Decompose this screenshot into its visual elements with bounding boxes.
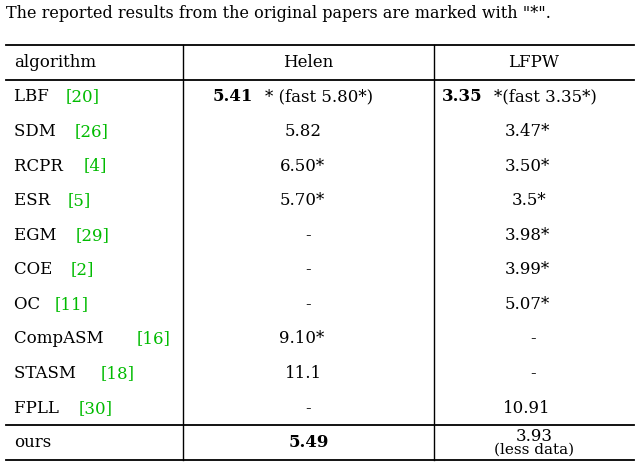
Text: RCPR: RCPR bbox=[14, 158, 68, 175]
Text: *(fast 3.35*): *(fast 3.35*) bbox=[494, 88, 596, 105]
Text: algorithm: algorithm bbox=[14, 54, 96, 71]
Text: 3.47*: 3.47* bbox=[505, 123, 550, 140]
Text: Helen: Helen bbox=[284, 54, 333, 71]
Text: -: - bbox=[305, 296, 310, 313]
Text: [20]: [20] bbox=[66, 88, 100, 105]
Text: 3.50*: 3.50* bbox=[505, 158, 550, 175]
Text: -: - bbox=[531, 330, 536, 347]
Text: [29]: [29] bbox=[76, 227, 109, 244]
Text: SDM: SDM bbox=[14, 123, 61, 140]
Text: 5.70*: 5.70* bbox=[279, 192, 324, 209]
Text: 5.41: 5.41 bbox=[212, 88, 253, 105]
Text: -: - bbox=[305, 400, 310, 417]
Text: [5]: [5] bbox=[67, 192, 91, 209]
Text: EGM: EGM bbox=[14, 227, 61, 244]
Text: * (fast 5.80*): * (fast 5.80*) bbox=[265, 88, 373, 105]
Text: LFPW: LFPW bbox=[509, 54, 559, 71]
Text: COE: COE bbox=[14, 261, 58, 278]
Text: [18]: [18] bbox=[100, 365, 135, 382]
Text: ours: ours bbox=[14, 434, 51, 451]
Text: [16]: [16] bbox=[136, 330, 170, 347]
Text: 5.07*: 5.07* bbox=[505, 296, 550, 313]
Text: 3.5*: 3.5* bbox=[511, 192, 547, 209]
Text: 3.98*: 3.98* bbox=[505, 227, 550, 244]
Text: 10.91: 10.91 bbox=[503, 400, 551, 417]
Text: (less data): (less data) bbox=[494, 442, 574, 456]
Text: [2]: [2] bbox=[70, 261, 93, 278]
Text: 3.93: 3.93 bbox=[515, 428, 552, 445]
Text: 3.99*: 3.99* bbox=[505, 261, 550, 278]
Text: -: - bbox=[305, 227, 310, 244]
Text: STASM: STASM bbox=[14, 365, 81, 382]
Text: The reported results from the original papers are marked with "*".: The reported results from the original p… bbox=[6, 5, 551, 22]
Text: -: - bbox=[305, 261, 310, 278]
Text: ESR: ESR bbox=[14, 192, 56, 209]
Text: [30]: [30] bbox=[79, 400, 113, 417]
Text: LBF: LBF bbox=[14, 88, 54, 105]
Text: 5.49: 5.49 bbox=[288, 434, 329, 451]
Text: 6.50*: 6.50* bbox=[280, 158, 324, 175]
Text: 3.35: 3.35 bbox=[442, 88, 482, 105]
Text: 9.10*: 9.10* bbox=[279, 330, 324, 347]
Text: FPLL: FPLL bbox=[14, 400, 64, 417]
Text: OC: OC bbox=[14, 296, 45, 313]
Text: [4]: [4] bbox=[84, 158, 108, 175]
Text: [26]: [26] bbox=[75, 123, 109, 140]
Text: 5.82: 5.82 bbox=[285, 123, 322, 140]
Text: CompASM: CompASM bbox=[14, 330, 109, 347]
Text: [11]: [11] bbox=[54, 296, 88, 313]
Text: -: - bbox=[531, 365, 536, 382]
Text: 11.1: 11.1 bbox=[285, 365, 322, 382]
